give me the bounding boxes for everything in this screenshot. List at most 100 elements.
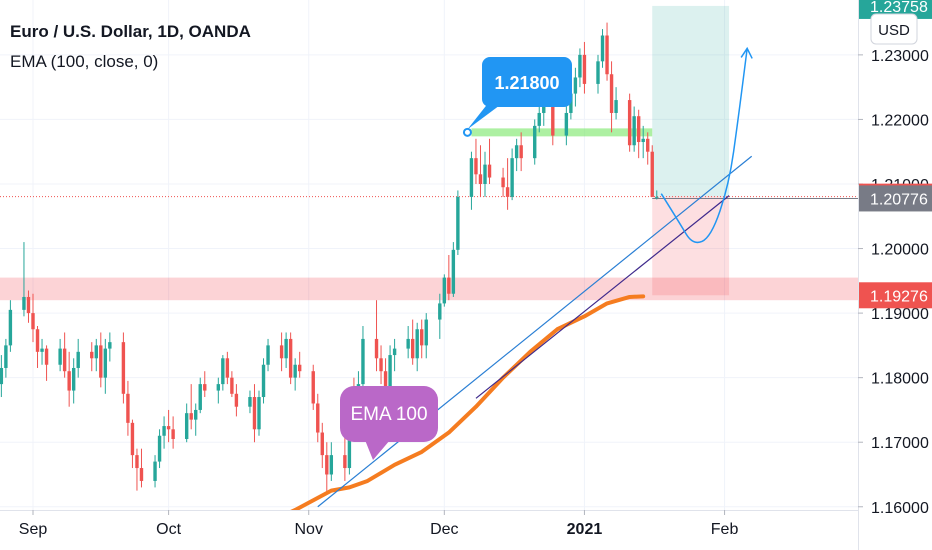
price-label-text: 1.19276: [870, 288, 928, 305]
candle-up: [469, 151, 474, 210]
candle-body: [483, 164, 487, 184]
candle-up: [600, 29, 605, 68]
candle-body: [582, 54, 587, 84]
currency-label: USD: [878, 22, 910, 39]
candle-up: [216, 377, 221, 404]
candle-body: [569, 93, 573, 113]
price-label-text: 1.23758: [870, 0, 928, 16]
candle-up: [4, 338, 8, 378]
candle-body: [234, 393, 239, 407]
candle-up: [655, 190, 659, 200]
candle-body: [121, 342, 126, 394]
candle-body: [311, 371, 315, 404]
candle-up: [415, 322, 419, 372]
candle-body: [596, 61, 600, 84]
candle-body: [320, 432, 324, 456]
candle-up: [108, 332, 112, 362]
candle-body: [456, 196, 460, 250]
candle-body: [279, 345, 284, 359]
candle-body: [609, 74, 614, 113]
candle-up: [157, 429, 162, 469]
candle-body: [216, 384, 221, 391]
candle-body: [564, 112, 569, 136]
candle-up: [153, 455, 157, 488]
candle-body: [130, 422, 135, 456]
candle-body: [58, 348, 62, 365]
candle-body: [4, 345, 8, 368]
candle-body: [361, 338, 365, 385]
candle-up: [40, 338, 44, 365]
candle-down: [130, 419, 135, 469]
candle-body: [0, 367, 4, 385]
candle-body: [578, 54, 582, 78]
candle-down: [62, 332, 67, 378]
candle-body: [438, 303, 442, 320]
candle-body: [103, 348, 108, 378]
candle-up: [641, 125, 645, 159]
candle-down: [605, 22, 609, 81]
candle-body: [600, 35, 605, 62]
candle-up: [451, 242, 456, 297]
candle-down: [44, 345, 49, 381]
callout-anchor: [462, 127, 472, 137]
candle-down: [230, 371, 234, 398]
candle-down: [316, 393, 320, 443]
candle-body: [126, 393, 130, 423]
candle-body: [605, 35, 609, 75]
candle-body: [510, 158, 514, 197]
candle-body: [135, 455, 139, 469]
trend-line: [317, 155, 753, 508]
currency-button: [870, 13, 918, 45]
candle-down: [447, 255, 451, 301]
candle-down: [171, 416, 175, 449]
candle-body: [31, 313, 35, 330]
candle-body: [71, 367, 76, 391]
candle-up: [533, 119, 537, 165]
candle-body: [297, 364, 302, 372]
candle-up: [456, 190, 460, 255]
candle-body: [40, 348, 44, 352]
ema-callout-pointer: [365, 440, 390, 460]
y-tick-label: 1.20000: [871, 242, 929, 259]
candle-body: [248, 397, 252, 407]
candle-body: [329, 455, 334, 475]
candle-body: [415, 329, 419, 359]
candle-down: [189, 384, 193, 430]
candle-up: [257, 390, 261, 436]
candle-body: [379, 358, 383, 372]
candle-body: [230, 377, 234, 394]
candle-down: [99, 332, 103, 388]
candle-down: [166, 409, 171, 443]
candle-body: [94, 345, 98, 359]
callout-box: [482, 57, 572, 107]
candle-up: [221, 355, 225, 391]
candle-body: [284, 338, 288, 359]
candle-body: [26, 296, 31, 314]
candle-down: [519, 132, 523, 172]
candle-body: [22, 296, 26, 310]
candle-body: [153, 461, 157, 481]
candle-down: [31, 293, 35, 343]
candle-body: [573, 77, 578, 94]
ema-callout-box: [340, 386, 438, 442]
candle-down: [35, 326, 40, 368]
candle-up: [392, 338, 397, 372]
support-zone: [0, 277, 858, 301]
price-label-text: 1.20776: [870, 191, 928, 208]
price-label-box: [859, 185, 932, 212]
candle-up: [71, 358, 76, 404]
candle-body: [420, 329, 424, 346]
candle-body: [442, 277, 447, 304]
candle-body: [67, 371, 71, 391]
candle-body: [641, 138, 645, 143]
candle-down: [26, 290, 31, 323]
candle-up: [94, 338, 98, 372]
candle-body: [343, 455, 347, 469]
candle-body: [632, 116, 636, 146]
candle-body: [519, 145, 523, 159]
candle-down: [234, 384, 239, 417]
y-tick-label: 1.18000: [871, 371, 929, 388]
candle-body: [225, 358, 230, 378]
position-stop-area: [652, 196, 730, 296]
